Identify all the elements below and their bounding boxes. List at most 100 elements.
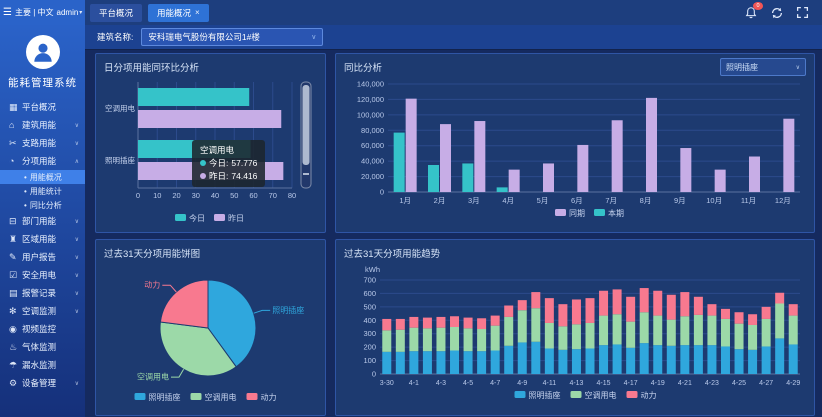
stack-segment-2[interactable] [639, 312, 649, 344]
stack-segment-1[interactable] [775, 338, 785, 374]
stack-segment-1[interactable] [666, 345, 676, 374]
stack-segment-3[interactable] [639, 288, 649, 313]
stack-segment-1[interactable] [490, 350, 500, 375]
stack-segment-3[interactable] [531, 292, 541, 309]
stack-segment-3[interactable] [707, 304, 717, 316]
stack-segment-1[interactable] [477, 351, 487, 374]
bar-same-period[interactable] [680, 148, 692, 192]
stack-segment-2[interactable] [626, 321, 636, 348]
stack-segment-1[interactable] [463, 351, 473, 374]
bar-current-period[interactable] [496, 187, 508, 192]
stack-segment-3[interactable] [409, 316, 419, 328]
stack-segment-3[interactable] [720, 308, 730, 319]
bar-same-period[interactable] [611, 120, 623, 192]
legend-swatch[interactable] [570, 391, 582, 398]
subitem-select[interactable]: 照明插座 ∨ [720, 58, 806, 76]
bar-same-period[interactable] [577, 144, 589, 192]
stack-segment-2[interactable] [585, 322, 595, 349]
sidebar-subitem-1[interactable]: • 用能概况 [0, 170, 85, 184]
stack-segment-3[interactable] [666, 294, 676, 320]
sidebar-item-3[interactable]: ✂ 支路用能 ∨ [0, 134, 85, 152]
stack-segment-3[interactable] [436, 316, 446, 328]
stack-segment-3[interactable] [599, 290, 609, 316]
bar-same-period[interactable] [440, 124, 451, 192]
bar-same-period[interactable] [646, 97, 657, 192]
stack-segment-2[interactable] [409, 327, 419, 352]
tab-2[interactable]: 用能概况 × [148, 3, 209, 22]
stack-segment-2[interactable] [450, 327, 460, 351]
close-tab-icon[interactable]: × [195, 8, 200, 17]
stack-segment-3[interactable] [490, 315, 500, 326]
sidebar-item-14[interactable]: ⚙ 设备管理 ∨ [0, 374, 85, 392]
stack-segment-1[interactable] [693, 345, 703, 374]
stack-segment-2[interactable] [490, 325, 500, 351]
stack-segment-2[interactable] [477, 329, 487, 352]
legend-swatch[interactable] [134, 393, 146, 400]
bar-same-period[interactable] [474, 121, 486, 192]
stack-segment-1[interactable] [707, 345, 717, 374]
stack-segment-1[interactable] [531, 341, 541, 374]
stack-segment-3[interactable] [558, 304, 568, 327]
stack-segment-2[interactable] [382, 330, 392, 352]
sidebar-item-9[interactable]: ▤ 报警记录 ∨ [0, 284, 85, 302]
stack-segment-2[interactable] [720, 318, 730, 347]
stack-segment-2[interactable] [653, 315, 663, 346]
stack-segment-1[interactable] [639, 343, 649, 374]
stack-segment-1[interactable] [599, 345, 609, 374]
sidebar-item-6[interactable]: ♜ 区域用能 ∨ [0, 230, 85, 248]
sidebar-subitem-3[interactable]: • 同比分析 [0, 198, 85, 212]
stack-segment-3[interactable] [612, 289, 622, 315]
stack-segment-2[interactable] [517, 310, 527, 343]
stack-segment-3[interactable] [788, 304, 798, 316]
bar-same-period[interactable] [783, 118, 795, 192]
stack-segment-1[interactable] [748, 349, 758, 374]
legend-swatch[interactable] [514, 391, 526, 398]
legend-swatch[interactable] [555, 209, 566, 216]
stack-segment-2[interactable] [775, 303, 785, 339]
legend-swatch[interactable] [626, 391, 638, 398]
stack-segment-3[interactable] [463, 317, 473, 329]
stack-segment-2[interactable] [693, 314, 703, 346]
stack-segment-1[interactable] [517, 342, 527, 374]
stack-segment-3[interactable] [680, 292, 690, 317]
bar-same-period[interactable] [749, 156, 760, 192]
stack-segment-2[interactable] [707, 315, 717, 346]
sidebar-item-12[interactable]: ♨ 气体监测 [0, 338, 85, 356]
stack-segment-2[interactable] [612, 314, 622, 345]
stack-segment-2[interactable] [504, 316, 514, 346]
sidebar-item-10[interactable]: ✻ 空调监测 ∨ [0, 302, 85, 320]
stack-segment-2[interactable] [436, 327, 446, 352]
stack-segment-2[interactable] [734, 323, 744, 350]
bar-same-period[interactable] [405, 98, 417, 192]
stack-segment-3[interactable] [585, 298, 595, 323]
pie-slice-3[interactable] [159, 279, 209, 329]
datazoom-handle[interactable] [302, 85, 310, 165]
bar-same-period[interactable] [508, 169, 520, 192]
stack-segment-1[interactable] [680, 345, 690, 374]
stack-segment-1[interactable] [450, 350, 460, 375]
stack-segment-2[interactable] [531, 308, 541, 342]
stack-segment-2[interactable] [463, 328, 473, 352]
refresh-icon[interactable] [770, 6, 784, 20]
stack-segment-2[interactable] [571, 324, 581, 350]
notification-bell-icon[interactable]: 0 [744, 1, 763, 20]
building-select[interactable]: 安科瑞电气股份有限公司1#楼 ∨ [141, 28, 324, 46]
bar-series-yesterday[interactable] [138, 110, 282, 128]
bar-series-today[interactable] [138, 140, 251, 158]
stack-segment-1[interactable] [612, 344, 622, 374]
stack-segment-3[interactable] [395, 318, 405, 330]
stack-segment-1[interactable] [504, 345, 514, 374]
stack-segment-1[interactable] [382, 351, 392, 374]
locale-label[interactable]: 主要 | 中文 [14, 8, 54, 17]
stack-segment-3[interactable] [748, 314, 758, 325]
bar-same-period[interactable] [714, 169, 726, 192]
stack-segment-1[interactable] [788, 344, 798, 374]
hamburger-menu-icon[interactable]: ☰ [3, 7, 12, 18]
fullscreen-icon[interactable] [796, 6, 810, 20]
tab-1[interactable]: 平台概况 [90, 3, 143, 22]
stack-segment-2[interactable] [544, 322, 554, 349]
sidebar-item-1[interactable]: ▦ 平台概况 [0, 98, 85, 116]
bar-current-period[interactable] [462, 163, 474, 192]
sidebar-item-4[interactable]: ◔ 分项用能 ∧ [0, 152, 85, 170]
stack-segment-1[interactable] [436, 351, 446, 374]
